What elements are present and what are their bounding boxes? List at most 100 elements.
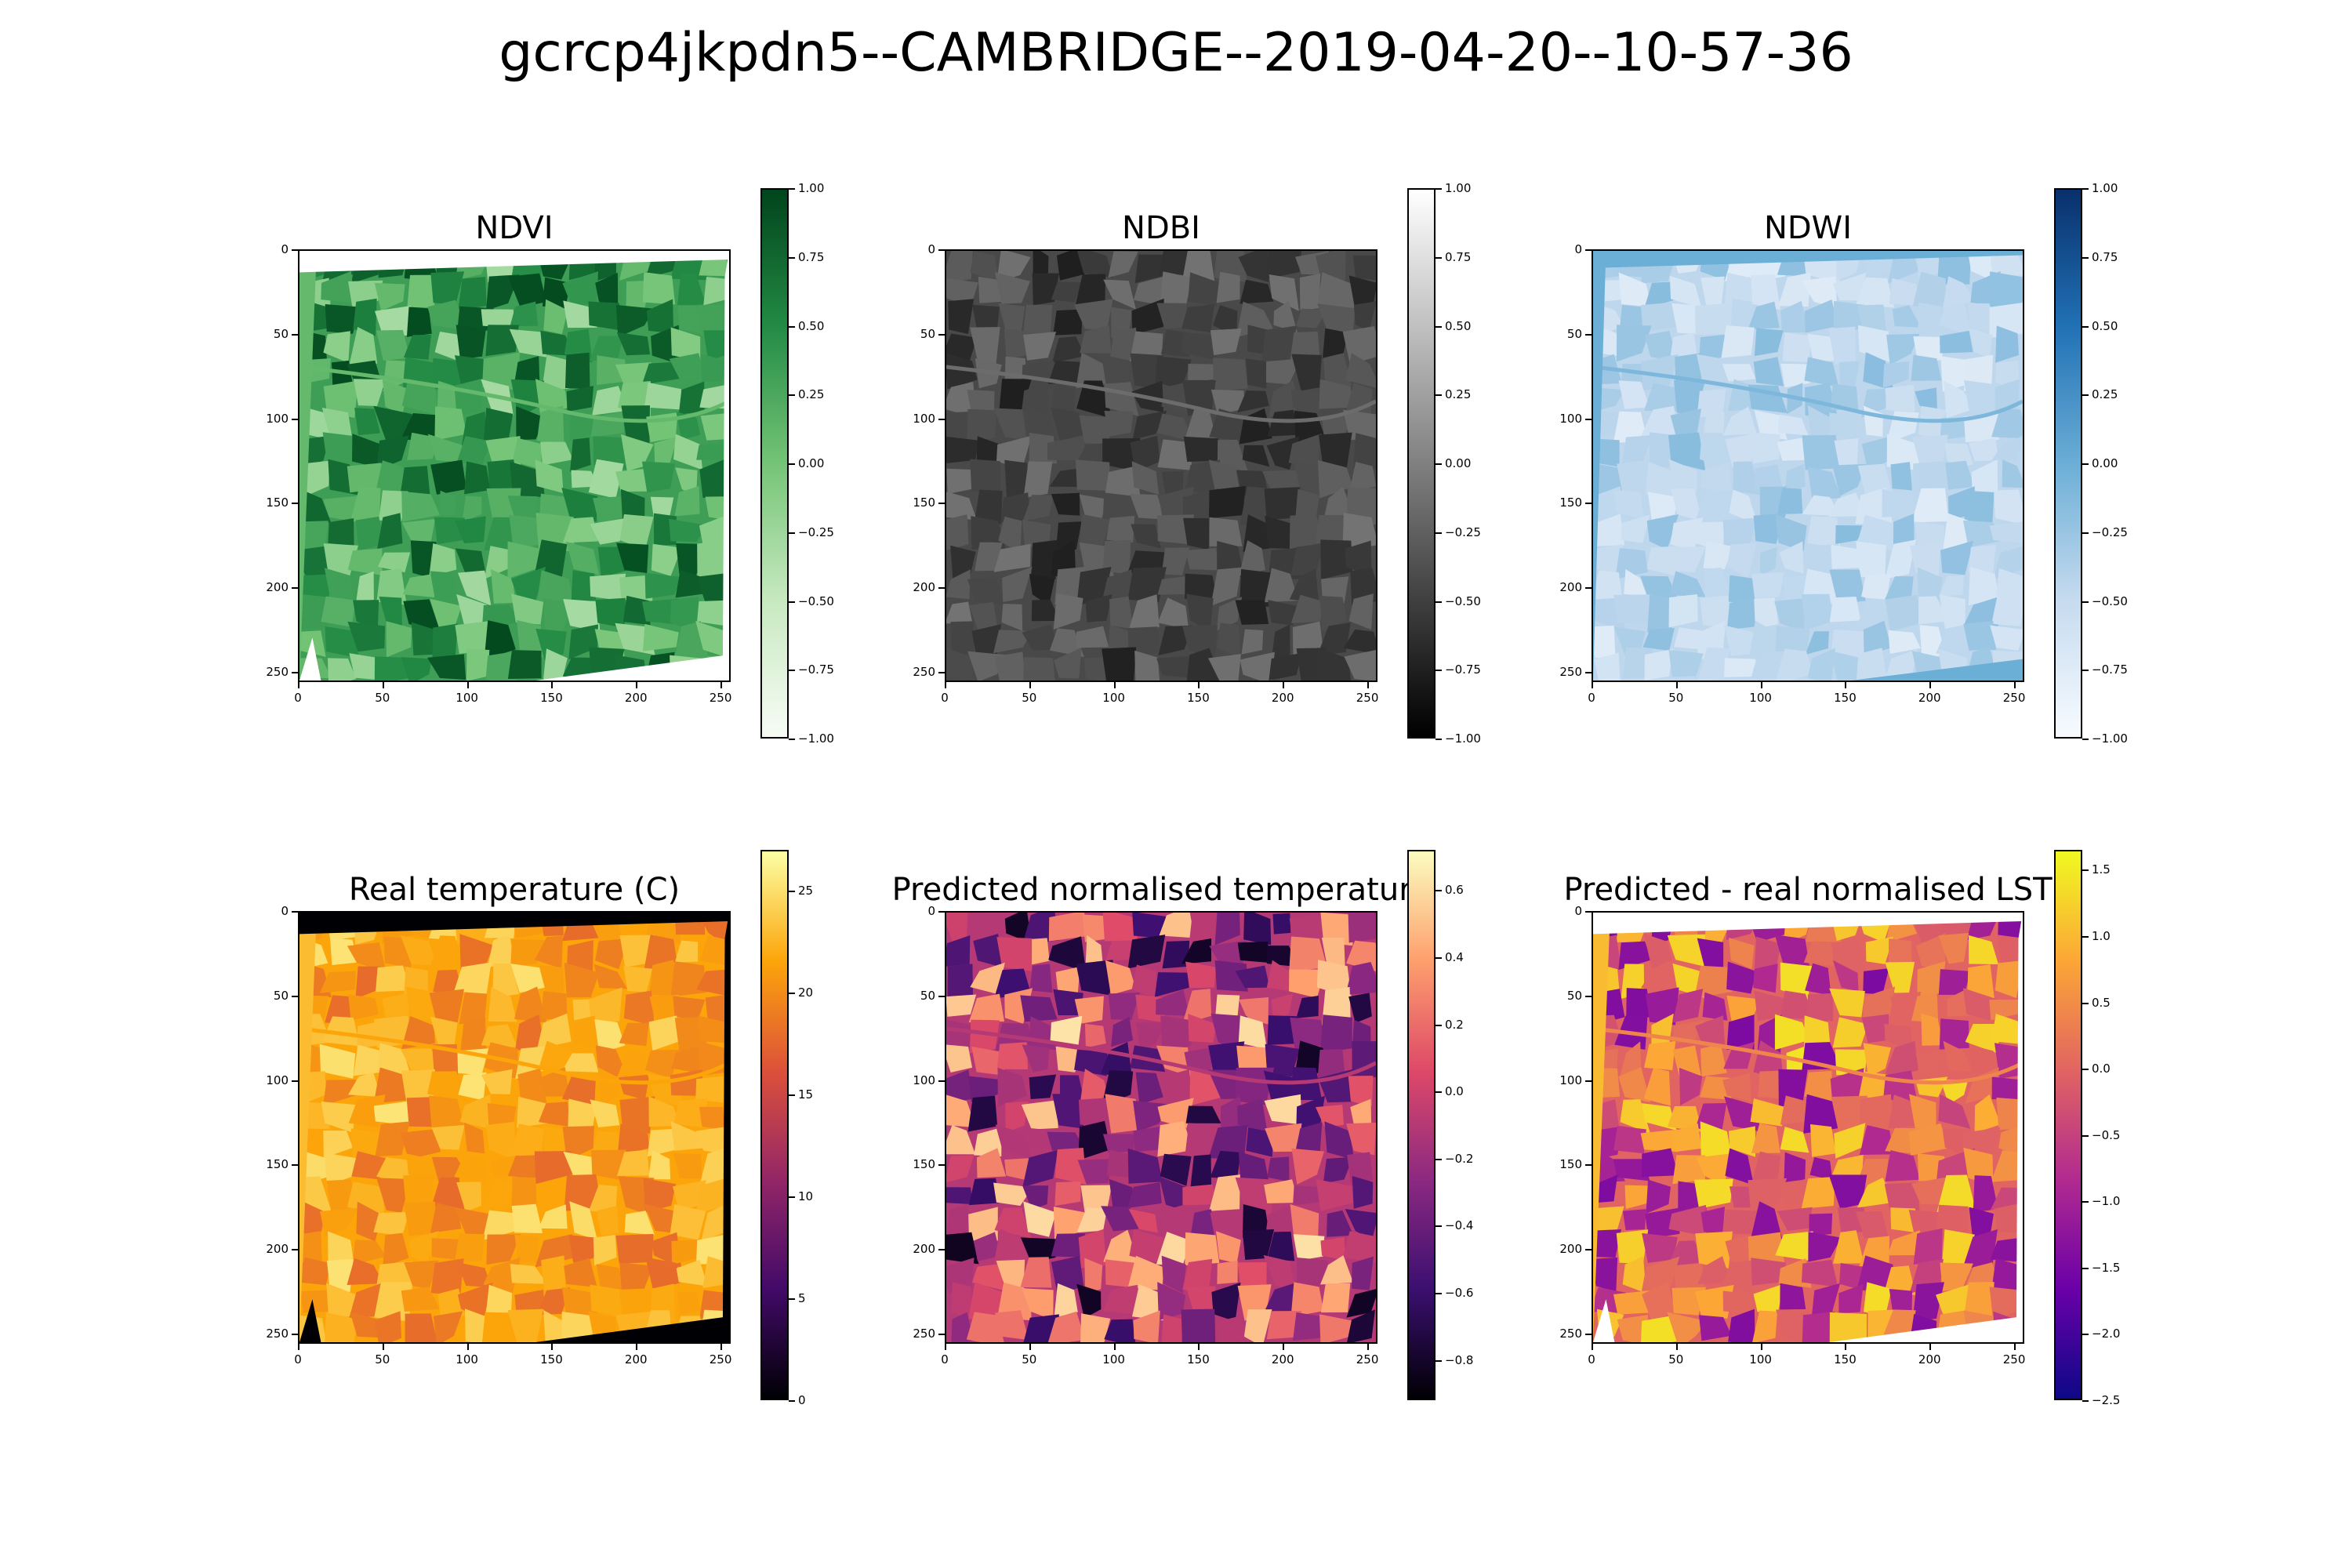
field-patch	[1210, 1209, 1241, 1239]
field-patch	[595, 1045, 628, 1077]
x-axis-tick	[298, 682, 299, 688]
field-patch	[1296, 996, 1319, 1018]
field-patch	[1186, 648, 1222, 681]
field-patch	[1830, 650, 1864, 681]
field-patch	[1076, 352, 1112, 389]
y-axis-tick	[1585, 1334, 1592, 1336]
field-patch	[993, 408, 1027, 441]
field-patch	[1754, 328, 1784, 357]
field-patch	[1753, 1283, 1784, 1312]
field-patch	[1780, 300, 1809, 333]
field-patch	[1593, 625, 1616, 659]
field-patch	[1317, 1049, 1345, 1080]
field-patch	[1127, 935, 1166, 969]
field-patch	[327, 658, 357, 681]
field-patch	[1235, 600, 1269, 625]
field-patch	[648, 1015, 679, 1051]
y-tick-label: 100	[913, 411, 935, 426]
field-patch	[507, 1308, 544, 1342]
colorbar-tick-label: 0.00	[2092, 456, 2118, 470]
nodata-mask	[299, 913, 317, 1342]
field-patch	[1621, 434, 1653, 469]
field-patch	[1290, 389, 1321, 418]
field-patch	[328, 1231, 354, 1265]
field-patch	[1209, 485, 1246, 518]
field-patch	[1319, 379, 1353, 409]
field-patch	[1697, 938, 1724, 970]
field-patch	[1994, 379, 2020, 419]
field-patch	[430, 935, 459, 967]
y-tick-label: 0	[927, 242, 935, 256]
field-patch	[535, 459, 564, 494]
field-patch	[593, 1235, 617, 1266]
field-patch	[1005, 1101, 1029, 1133]
y-axis-tick	[292, 1164, 298, 1167]
x-axis-tick	[1198, 682, 1200, 688]
field-patch	[1157, 439, 1192, 470]
field-patch	[347, 942, 387, 972]
field-patch	[1784, 1152, 1806, 1185]
field-patch	[404, 1201, 437, 1236]
field-patch	[699, 384, 729, 409]
field-patch	[1839, 361, 1860, 390]
colorbar-tick	[1436, 890, 1442, 892]
field-patch	[1269, 379, 1301, 418]
field-patch	[1722, 364, 1756, 382]
field-patch	[1807, 516, 1841, 549]
x-axis-tick	[636, 682, 638, 688]
field-patch	[352, 1240, 387, 1265]
field-patch	[1863, 1043, 1891, 1078]
y-axis-tick	[1585, 1080, 1592, 1082]
field-patch	[1963, 1282, 1994, 1318]
field-patch	[1131, 298, 1164, 336]
field-patch	[486, 1284, 513, 1313]
field-patch	[1135, 1072, 1163, 1105]
y-tick-label: 250	[913, 665, 935, 680]
field-patch	[1237, 1261, 1267, 1289]
field-patch	[1829, 1312, 1867, 1342]
field-patch	[1697, 647, 1730, 681]
field-patch	[695, 1126, 729, 1155]
field-patch	[674, 940, 699, 963]
field-patch	[458, 1072, 487, 1101]
field-patch	[1290, 543, 1324, 576]
field-patch	[1293, 1234, 1325, 1261]
colorbar-tick	[1436, 601, 1442, 603]
field-patch	[1802, 1311, 1838, 1342]
field-patch	[432, 623, 458, 658]
colorbar-tick-label: 1.00	[798, 181, 825, 195]
field-patch	[998, 516, 1022, 553]
field-patch	[405, 986, 436, 1021]
x-tick-label: 250	[709, 1352, 732, 1367]
field-patch	[1618, 380, 1650, 409]
field-patch	[1855, 1210, 1888, 1239]
field-patch	[1697, 1256, 1732, 1284]
field-patch	[1053, 309, 1083, 336]
field-patch	[1136, 1022, 1167, 1052]
field-patch	[946, 1232, 979, 1265]
field-patch	[1181, 938, 1212, 964]
field-patch	[1886, 333, 1920, 365]
field-patch	[1620, 1099, 1651, 1134]
x-tick-label: 50	[1668, 1352, 1684, 1367]
y-tick-label: 150	[266, 1157, 289, 1172]
field-patch	[1645, 1207, 1680, 1239]
field-patch	[1080, 325, 1112, 354]
field-patch	[299, 521, 328, 554]
field-patch	[1238, 1151, 1269, 1184]
colorbar-tick-label: 0.25	[798, 387, 825, 402]
field-patch	[299, 488, 332, 526]
field-patch	[1936, 624, 1972, 654]
y-axis-tick	[1585, 333, 1592, 336]
colorbar-tick	[2082, 670, 2089, 672]
colorbar-tick-label: 0.6	[1445, 883, 1464, 898]
field-patch	[1724, 272, 1758, 306]
field-patch	[948, 299, 975, 334]
field-patch	[976, 1148, 1007, 1178]
y-axis-tick	[292, 672, 298, 674]
field-patch	[1774, 935, 1809, 971]
field-patch	[1726, 961, 1757, 994]
field-patch	[324, 568, 354, 605]
x-tick-label: 100	[1102, 691, 1125, 705]
field-patch	[993, 1229, 1031, 1267]
